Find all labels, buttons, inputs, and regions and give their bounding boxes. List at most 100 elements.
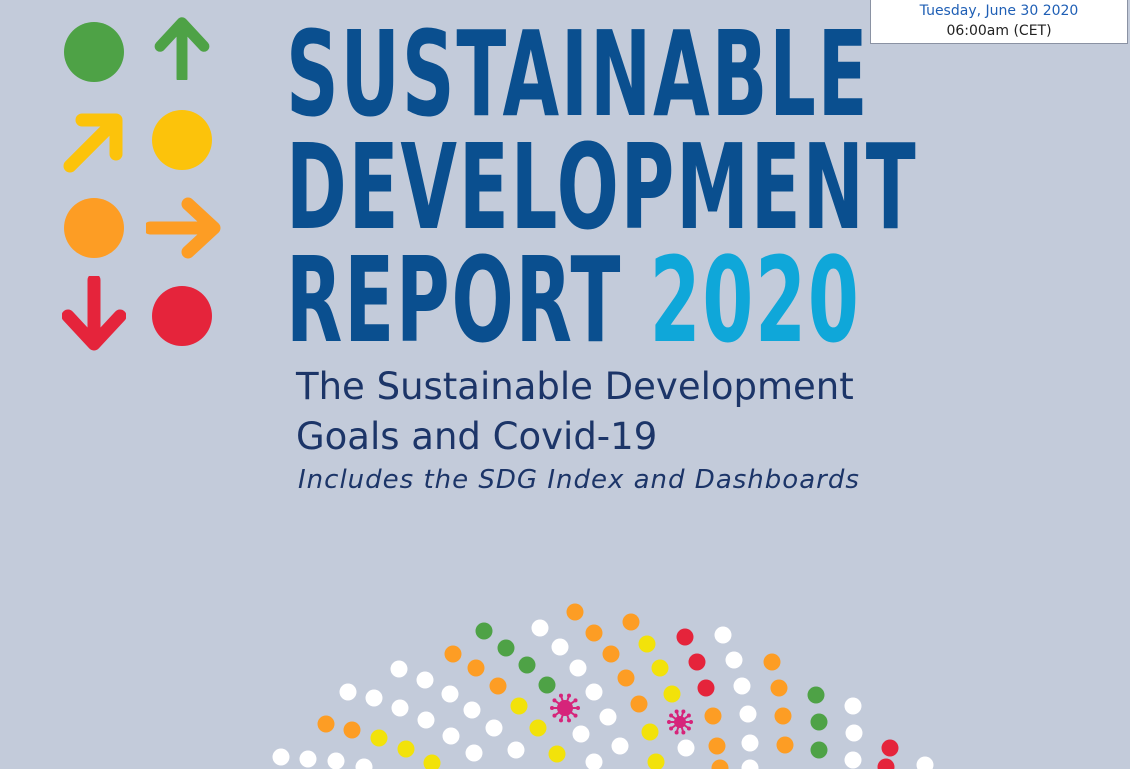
title-year: 2020	[649, 231, 861, 369]
decorative-dot	[497, 639, 515, 657]
decorative-dot	[733, 677, 751, 695]
decorative-dot	[585, 753, 603, 769]
decorative-dot	[741, 759, 759, 769]
decorative-dot	[877, 758, 895, 769]
sdg-status-logo	[60, 14, 230, 354]
decorative-dot	[467, 659, 485, 677]
decorative-dot-arc	[272, 603, 934, 769]
decorative-dot	[688, 653, 706, 671]
embargo-date: Tuesday, June 30 2020	[919, 3, 1079, 19]
decorative-dot	[327, 752, 345, 769]
decorative-dot	[423, 754, 441, 769]
virus-icon	[667, 709, 693, 735]
decorative-dot	[463, 701, 481, 719]
decorative-dot	[711, 759, 729, 769]
title-line-1: SUSTAINABLE	[286, 5, 870, 143]
decorative-dot	[529, 719, 547, 737]
decorative-dot	[531, 619, 549, 637]
decorative-dot	[602, 645, 620, 663]
yellow-circle-icon	[152, 110, 212, 170]
decorative-dot	[663, 685, 681, 703]
decorative-dot	[370, 729, 388, 747]
decorative-dot	[651, 659, 669, 677]
decorative-dot	[585, 624, 603, 642]
red-circle-icon	[152, 286, 212, 346]
decorative-dot	[465, 744, 483, 762]
decorative-dot	[444, 645, 462, 663]
decorative-dot	[489, 677, 507, 695]
decorative-dot	[741, 734, 759, 752]
decorative-dot	[572, 725, 590, 743]
decorative-dot	[881, 739, 899, 757]
virus-icon	[550, 693, 580, 723]
decorative-dot	[697, 679, 715, 697]
decorative-dot	[638, 635, 656, 653]
decorative-dot	[510, 697, 528, 715]
decorative-dot	[416, 671, 434, 689]
decorative-dot	[810, 741, 828, 759]
embargo-box: Tuesday, June 30 2020 06:00am (CET)	[870, 0, 1128, 44]
title-line-3: REPORT 2020	[286, 241, 917, 359]
decorative-dot	[339, 683, 357, 701]
decorative-dot	[507, 741, 525, 759]
embargo-time: 06:00am (CET)	[946, 23, 1052, 39]
decorative-dot	[551, 638, 569, 656]
decorative-dot	[566, 603, 584, 621]
subtitle-line-1: The Sustainable Development	[296, 365, 854, 408]
decorative-dot	[708, 737, 726, 755]
decorative-dot	[569, 659, 587, 677]
decorative-dot	[704, 707, 722, 725]
report-title: SUSTAINABLE DEVELOPMENT REPORT 2020	[286, 5, 918, 359]
decorative-dot	[647, 753, 665, 769]
decorative-dot	[763, 653, 781, 671]
orange-circle-icon	[64, 198, 124, 258]
decorative-dot	[355, 758, 373, 769]
green-circle-icon	[64, 22, 124, 82]
decorative-dot	[441, 685, 459, 703]
decorative-dot	[617, 669, 635, 687]
title-line-2: DEVELOPMENT	[286, 118, 918, 256]
decorative-dot	[739, 705, 757, 723]
arrow-up-right-icon	[63, 113, 123, 173]
decorative-dot	[776, 736, 794, 754]
decorative-dot	[714, 626, 732, 644]
decorative-dot	[845, 724, 863, 742]
decorative-dot	[844, 751, 862, 769]
report-subtitle: The Sustainable Development Goals and Co…	[296, 362, 854, 462]
decorative-dot	[611, 737, 629, 755]
decorative-dot	[442, 727, 460, 745]
decorative-dot	[417, 711, 435, 729]
decorative-dot	[585, 683, 603, 701]
subtitle-line-2: Goals and Covid-19	[296, 415, 658, 458]
decorative-dot	[299, 750, 317, 768]
decorative-dot	[485, 719, 503, 737]
decorative-dot	[807, 686, 825, 704]
decorative-dot	[343, 721, 361, 739]
decorative-dot	[518, 656, 536, 674]
decorative-dot	[397, 740, 415, 758]
decorative-dot	[475, 622, 493, 640]
decorative-dot	[774, 707, 792, 725]
arrow-up-icon	[154, 17, 210, 80]
decorative-dot	[317, 715, 335, 733]
decorative-dot	[630, 695, 648, 713]
arrow-right-icon	[146, 197, 221, 259]
decorative-dot	[391, 699, 409, 717]
decorative-dot	[538, 676, 556, 694]
title-report-word: REPORT	[286, 231, 623, 369]
decorative-dot	[770, 679, 788, 697]
decorative-dot	[622, 613, 640, 631]
decorative-dot	[641, 723, 659, 741]
decorative-dot	[548, 745, 566, 763]
decorative-dot	[916, 756, 934, 769]
decorative-dot	[676, 628, 694, 646]
decorative-dot	[677, 739, 695, 757]
arrow-down-icon	[62, 276, 126, 351]
decorative-dot	[390, 660, 408, 678]
decorative-dot	[365, 689, 383, 707]
decorative-dot	[844, 697, 862, 715]
decorative-dot	[272, 748, 290, 766]
decorative-dot	[599, 708, 617, 726]
report-tagline: Includes the SDG Index and Dashboards	[298, 465, 860, 495]
decorative-dot	[810, 713, 828, 731]
